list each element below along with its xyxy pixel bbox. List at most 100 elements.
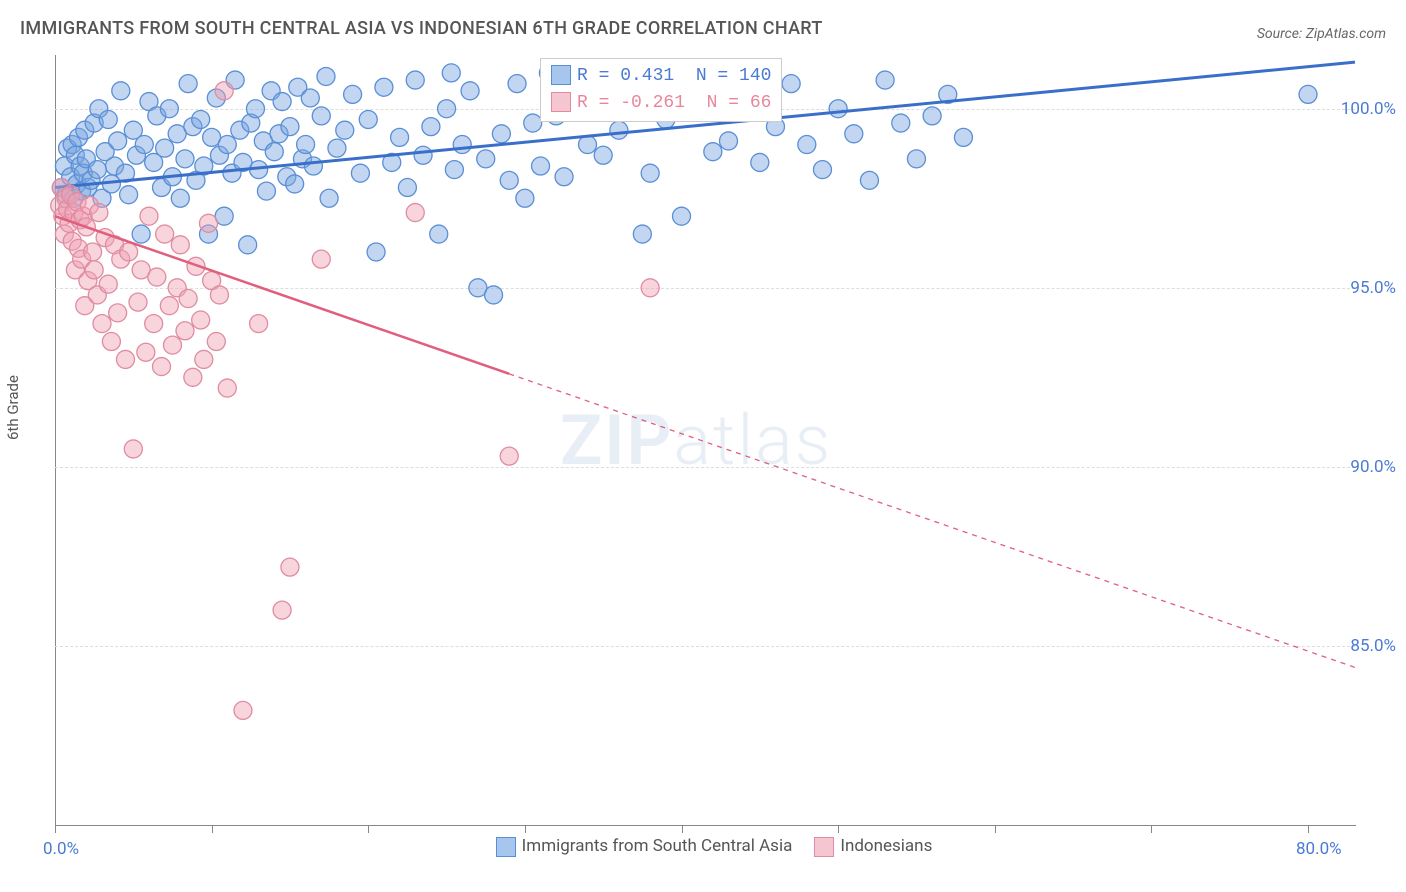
data-point xyxy=(120,243,138,261)
data-point xyxy=(156,225,174,243)
chart-title: IMMIGRANTS FROM SOUTH CENTRAL ASIA VS IN… xyxy=(20,18,823,39)
data-point xyxy=(954,128,972,146)
data-point xyxy=(610,121,628,139)
data-point xyxy=(192,311,210,329)
data-point xyxy=(312,250,330,268)
data-point xyxy=(135,136,153,154)
data-point xyxy=(633,225,651,243)
data-point xyxy=(312,107,330,125)
data-point xyxy=(532,157,550,175)
data-point xyxy=(594,146,612,164)
data-point xyxy=(195,350,213,368)
data-point xyxy=(406,204,424,222)
stats-row: R = 0.431 N = 140 xyxy=(551,63,771,90)
data-point xyxy=(137,343,155,361)
data-point xyxy=(99,110,117,128)
x-tick-mark xyxy=(55,825,56,833)
data-point xyxy=(320,189,338,207)
data-point xyxy=(641,164,659,182)
data-point xyxy=(317,67,335,85)
legend-label: Indonesians xyxy=(840,836,932,856)
data-point xyxy=(171,189,189,207)
data-point xyxy=(367,243,385,261)
data-point xyxy=(273,601,291,619)
legend-bottom: Immigrants from South Central AsiaIndone… xyxy=(0,836,1406,857)
data-point xyxy=(485,286,503,304)
data-point xyxy=(829,100,847,118)
x-tick-mark xyxy=(995,825,996,833)
y-axis-label: 6th Grade xyxy=(4,375,22,440)
y-tick-label: 90.0% xyxy=(1350,457,1396,477)
data-point xyxy=(860,171,878,189)
data-point xyxy=(516,189,534,207)
data-point xyxy=(461,82,479,100)
data-point xyxy=(192,110,210,128)
data-point xyxy=(351,164,369,182)
data-point xyxy=(246,100,264,118)
data-point xyxy=(453,136,471,154)
x-tick-mark xyxy=(1308,825,1309,833)
data-point xyxy=(813,161,831,179)
data-point xyxy=(359,110,377,128)
chart-svg xyxy=(55,55,1355,825)
data-point xyxy=(391,128,409,146)
data-point xyxy=(751,153,769,171)
data-point xyxy=(156,139,174,157)
data-point xyxy=(116,350,134,368)
data-point xyxy=(798,136,816,154)
data-point xyxy=(907,150,925,168)
data-point xyxy=(199,214,217,232)
data-point xyxy=(477,150,495,168)
data-point xyxy=(281,118,299,136)
data-point xyxy=(234,701,252,719)
data-point xyxy=(132,225,150,243)
data-point xyxy=(88,161,106,179)
data-point xyxy=(257,182,275,200)
data-point xyxy=(153,358,171,376)
x-tick-mark xyxy=(1151,825,1152,833)
data-point xyxy=(163,336,181,354)
data-point xyxy=(719,132,737,150)
stats-text: R = 0.431 N = 140 xyxy=(577,66,771,86)
data-point xyxy=(120,186,138,204)
x-tick-mark xyxy=(368,825,369,833)
data-point xyxy=(344,85,362,103)
data-point xyxy=(210,286,228,304)
y-tick-label: 85.0% xyxy=(1350,636,1396,656)
data-point xyxy=(923,107,941,125)
data-point xyxy=(215,82,233,100)
data-point xyxy=(301,89,319,107)
data-point xyxy=(179,290,197,308)
legend-swatch-icon xyxy=(551,92,571,112)
data-point xyxy=(102,333,120,351)
y-tick-label: 95.0% xyxy=(1350,278,1396,298)
data-point xyxy=(782,75,800,93)
data-point xyxy=(148,268,166,286)
data-point xyxy=(508,75,526,93)
data-point xyxy=(304,157,322,175)
data-point xyxy=(176,322,194,340)
x-tick-mark xyxy=(525,825,526,833)
legend-swatch-icon xyxy=(551,65,571,85)
data-point xyxy=(145,315,163,333)
legend-swatch-icon xyxy=(814,837,834,857)
data-point xyxy=(286,175,304,193)
data-point xyxy=(84,243,102,261)
data-point xyxy=(140,207,158,225)
data-point xyxy=(160,100,178,118)
data-point xyxy=(422,118,440,136)
data-point xyxy=(524,114,542,132)
data-point xyxy=(1299,85,1317,103)
x-tick-mark xyxy=(682,825,683,833)
legend-swatch-icon xyxy=(496,837,516,857)
data-point xyxy=(109,132,127,150)
data-point xyxy=(218,136,236,154)
data-point xyxy=(124,440,142,458)
data-point xyxy=(250,315,268,333)
data-point xyxy=(265,143,283,161)
data-point xyxy=(500,171,518,189)
data-point xyxy=(129,293,147,311)
regression-line-dashed xyxy=(509,374,1355,668)
data-point xyxy=(207,333,225,351)
data-point xyxy=(112,82,130,100)
